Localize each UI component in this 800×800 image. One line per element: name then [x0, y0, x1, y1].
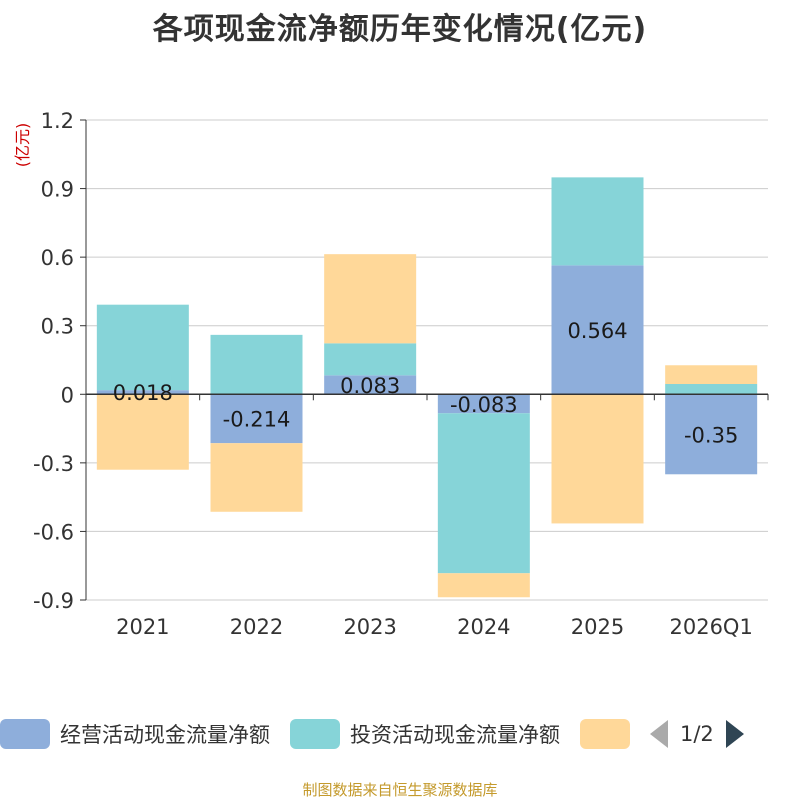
bar-investing-2022: [210, 334, 303, 395]
legend-label-investing: 投资活动现金流量净额: [350, 723, 560, 747]
bar-operating-2021: [96, 390, 189, 395]
grid-lines: [86, 119, 768, 601]
bar-group: [96, 177, 758, 598]
bar-operating-2022: [210, 394, 303, 444]
y-tick-labels: 1.2 0.9 0.6 0.3 0 -0.3 -0.6 -0.9: [33, 109, 74, 613]
y-tick-label: 0.6: [41, 246, 74, 270]
data-label-operating: 0.564: [567, 319, 627, 343]
data-label-operating: -0.35: [684, 423, 738, 447]
bar-financing-2025: [551, 394, 644, 524]
legend-page-indicator: 1/2: [680, 722, 714, 746]
y-tick-label: -0.3: [33, 452, 74, 476]
legend-swatch-investing: [290, 719, 340, 749]
x-tick-label: 2025: [571, 615, 624, 639]
legend-swatch-financing: [580, 719, 630, 749]
legend: 经营活动现金流量净额 投资活动现金流量净额 1/2: [0, 714, 800, 754]
x-tick-labels: 2021 2022 2023 2024 2025 2026Q1: [116, 615, 753, 639]
y-axis-unit-label: (亿元): [13, 123, 32, 168]
bar-investing-2024: [437, 413, 530, 574]
bar-financing-2023: [324, 254, 417, 344]
data-source-note: 制图数据来自恒生聚源数据库: [302, 781, 498, 799]
bar-operating-2025: [551, 265, 644, 395]
bar-chart: 1.20.90.60.30-0.3-0.6-0.9 2021 2022 2023 20…: [13, 109, 769, 639]
pager-next-icon[interactable]: [725, 720, 744, 748]
bar-investing-2023: [324, 343, 417, 376]
legend-label-operating: 经营活动现金流量净额: [60, 723, 270, 747]
bar-operating-2026Q1: [665, 394, 758, 475]
bar-financing-2021: [96, 394, 189, 470]
legend-item-operating[interactable]: 经营活动现金流量净额: [0, 719, 270, 749]
pager-prev-icon[interactable]: [650, 720, 668, 748]
y-tick-label: 0: [61, 383, 74, 407]
x-tick-label: 2024: [457, 615, 510, 639]
legend-item-investing[interactable]: 投资活动现金流量净额: [290, 719, 560, 749]
legend-item-financing[interactable]: [580, 719, 630, 749]
y-tick-label: 1.2: [41, 109, 74, 133]
y-tick-label: 0.9: [41, 178, 74, 202]
axes: [80, 119, 769, 601]
bar-operating-2023: [324, 375, 417, 395]
y-tick-label: -0.6: [33, 520, 74, 544]
data-label-operating: -0.083: [450, 393, 518, 417]
x-tick-label: 2023: [343, 615, 396, 639]
bar-financing-2024: [437, 573, 530, 598]
bar-investing-2021: [96, 304, 189, 391]
y-tick-label: 0.3: [41, 315, 74, 339]
bar-investing-2025: [551, 177, 644, 266]
legend-pager: 1/2: [650, 720, 744, 748]
y-tick-label: -0.9: [33, 589, 74, 613]
x-tick-label: 2021: [116, 615, 169, 639]
legend-swatch-operating: [0, 719, 50, 749]
x-tick-label: 2026Q1: [669, 615, 752, 639]
x-tick-label: 2022: [230, 615, 283, 639]
data-labels: 0.018 -0.214 0.083 -0.083 0.564 -0.35: [113, 319, 739, 447]
bar-financing-2026Q1: [665, 365, 758, 384]
data-label-operating: 0.018: [113, 381, 173, 405]
data-label-operating: 0.083: [340, 374, 400, 398]
bar-operating-2024: [437, 394, 530, 414]
bar-investing-2026Q1: [665, 384, 758, 395]
bar-financing-2022: [210, 443, 303, 512]
data-label-operating: -0.214: [223, 408, 291, 432]
chart-title: 各项现金流净额历年变化情况(亿元): [152, 12, 648, 47]
